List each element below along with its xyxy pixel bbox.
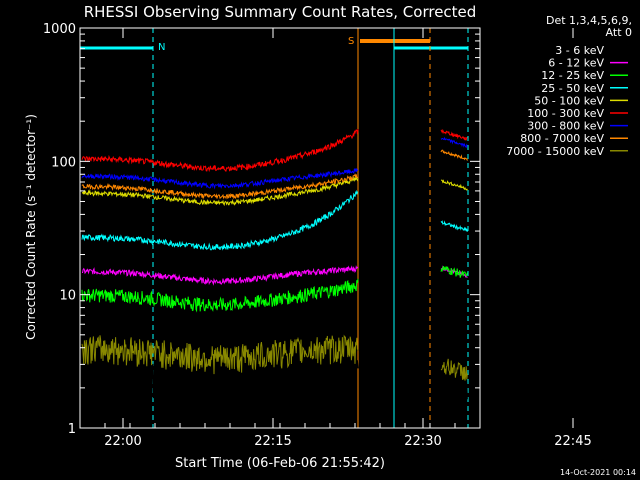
- series-line: [81, 175, 359, 207]
- axes: 110100100022:0022:1522:3022:4523:0023:15…: [43, 22, 592, 449]
- saa-marker-label: S: [348, 36, 354, 47]
- legend-entry-label: 12 - 25 keV: [541, 69, 604, 82]
- series-line: [81, 167, 359, 190]
- x-tick-label: 22:30: [404, 434, 441, 449]
- series-line: [81, 355, 359, 413]
- x-tick-label: 22:00: [104, 434, 141, 449]
- plot-area: NS: [79, 28, 469, 428]
- legend-entry-label: 300 - 800 keV: [527, 120, 604, 133]
- series-line-post: [440, 136, 468, 149]
- series-line-post: [440, 358, 468, 381]
- legend-entry-label: 7000 - 15000 keV: [506, 145, 604, 158]
- legend-entry-label: 100 - 300 keV: [527, 107, 604, 120]
- series-line-post: [440, 220, 468, 232]
- x-tick-label: 22:15: [254, 434, 291, 449]
- legend-entry-label: 6 - 12 keV: [548, 57, 604, 70]
- series-line: [81, 189, 359, 251]
- x-tick-label: 22:45: [554, 434, 591, 449]
- series-line-post: [440, 128, 468, 141]
- y-tick-label: 1000: [43, 22, 76, 37]
- y-tick-label: 1: [68, 422, 76, 437]
- legend-entry-label: 800 - 7000 keV: [520, 132, 604, 145]
- series-line-post: [440, 179, 468, 191]
- x-axis-label: Start Time (06-Feb-06 21:55:42): [175, 456, 385, 471]
- legend-entry-label: 50 - 100 keV: [534, 94, 604, 107]
- night-marker-label: N: [158, 42, 165, 53]
- series-line: [81, 334, 359, 375]
- y-axis-label: Corrected Count Rate (s⁻¹ detector⁻¹): [24, 114, 38, 340]
- legend-entry-label: 3 - 6 keV: [555, 44, 604, 57]
- series-line: [81, 278, 359, 313]
- series-line: [82, 265, 359, 286]
- y-tick-label: 100: [51, 155, 76, 170]
- y-tick-label: 10: [59, 289, 76, 304]
- legend-entry-label: 25 - 50 keV: [541, 82, 604, 95]
- series-line: [81, 128, 359, 173]
- chart-title: RHESSI Observing Summary Count Rates, Co…: [84, 3, 477, 21]
- legend-header: Att 0: [606, 26, 632, 39]
- series-line: [81, 173, 359, 200]
- legend-header: Det 1,3,4,5,6,9,: [546, 14, 632, 27]
- series-line-post: [440, 149, 468, 161]
- footer-date: 14-Oct-2021 00:14: [560, 468, 636, 477]
- series-line-post: [440, 265, 468, 278]
